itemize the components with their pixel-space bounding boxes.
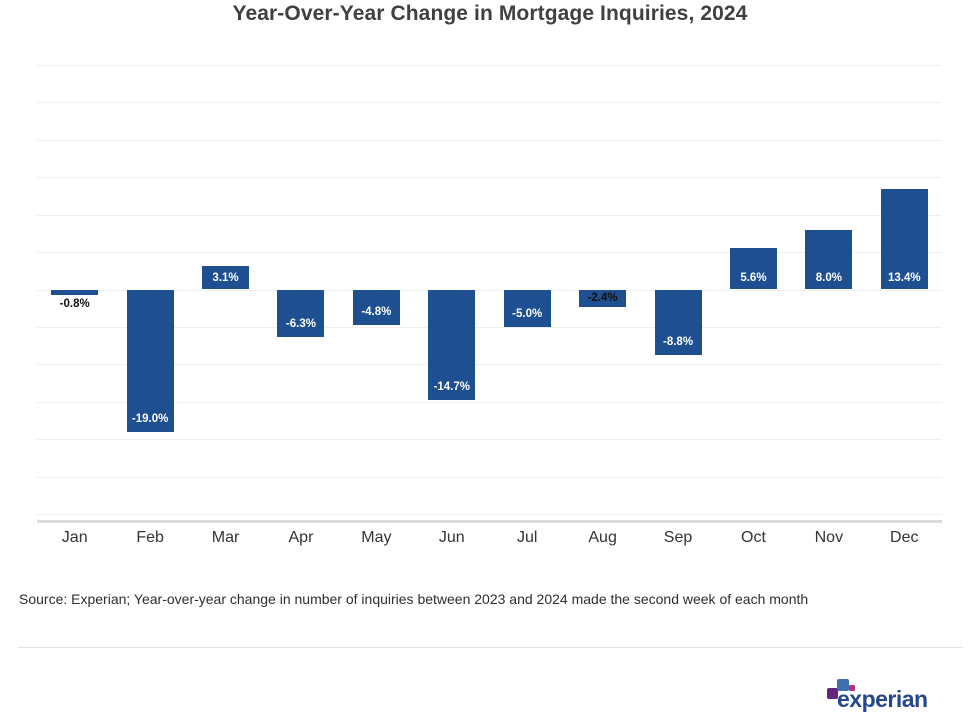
bar-aug bbox=[579, 289, 627, 308]
bar-value-label: 5.6% bbox=[740, 271, 767, 284]
x-axis-label-jul: Jul bbox=[516, 529, 538, 546]
gridline bbox=[37, 401, 942, 403]
gridline bbox=[37, 102, 942, 104]
bar-jul bbox=[503, 289, 551, 327]
experian-logo: experian bbox=[827, 678, 967, 718]
gridline bbox=[37, 252, 942, 254]
gridline bbox=[37, 65, 942, 66]
bar-value-label: 13.4% bbox=[887, 271, 921, 284]
logo-purple-square-icon bbox=[827, 688, 838, 699]
bar-value-label: -0.8% bbox=[59, 298, 90, 311]
bar-jun bbox=[428, 289, 476, 400]
plot-area: -0.8% -19.0% 3.1% -6.3% -4.8% -14.7% -5.0% -2.4… bbox=[37, 65, 942, 515]
gridline bbox=[37, 514, 942, 515]
x-axis-label-aug: Aug bbox=[588, 529, 617, 546]
gridline bbox=[37, 177, 942, 179]
gridline bbox=[37, 289, 942, 291]
source-note: Source: Experian; Year-over-year change … bbox=[19, 591, 809, 607]
gridline bbox=[37, 139, 942, 141]
bar-mar bbox=[202, 266, 250, 290]
x-axis-label-mar: Mar bbox=[211, 529, 240, 546]
chart-card: Year-Over-Year Change in Mortgage Inquir… bbox=[18, 2, 963, 712]
bar-apr bbox=[277, 289, 325, 337]
bar-value-label: -14.7% bbox=[433, 380, 470, 393]
bar-sep bbox=[654, 289, 702, 356]
bar-may bbox=[352, 289, 400, 326]
gridline bbox=[37, 326, 942, 328]
x-axis-label-oct: Oct bbox=[741, 529, 766, 546]
bar-oct bbox=[729, 247, 777, 290]
gridline bbox=[37, 214, 942, 216]
x-axis-label-jan: Jan bbox=[61, 529, 88, 546]
bar-value-label: 8.0% bbox=[815, 271, 842, 284]
bar-value-label: 3.1% bbox=[212, 271, 239, 284]
bar-nov bbox=[805, 229, 853, 290]
bar-value-label: -8.8% bbox=[663, 336, 694, 349]
gridline bbox=[37, 439, 942, 441]
gridline bbox=[37, 364, 942, 366]
bar-feb bbox=[126, 289, 174, 432]
bar-jan bbox=[51, 289, 99, 296]
bar-value-label: -6.3% bbox=[285, 317, 316, 330]
gridline bbox=[37, 476, 942, 478]
bar-value-label: -2.4% bbox=[587, 292, 618, 305]
bar-value-label: -5.0% bbox=[512, 307, 543, 320]
x-axis-label-may: May bbox=[361, 529, 392, 546]
x-axis-label-jun: Jun bbox=[438, 529, 465, 546]
x-axis-label-apr: Apr bbox=[288, 529, 314, 546]
x-axis-label-nov: Nov bbox=[814, 529, 844, 546]
bar-dec bbox=[880, 189, 928, 290]
logo-blue-square-icon bbox=[837, 679, 849, 691]
logo-pink-dot-icon bbox=[849, 685, 855, 691]
bar-value-label: -4.8% bbox=[361, 306, 392, 319]
x-axis-label-sep: Sep bbox=[663, 529, 693, 546]
bar-value-label: -19.0% bbox=[131, 412, 169, 425]
logo-wordmark: experian bbox=[837, 686, 928, 712]
x-axis-label-dec: Dec bbox=[890, 529, 919, 546]
x-axis-labels: Jan Feb Mar Apr May Jun Jul Aug Sep Oct Nov Dec bbox=[37, 527, 942, 549]
chart-title: Year-Over-Year Change in Mortgage Inquir… bbox=[232, 2, 748, 25]
footer-divider bbox=[18, 647, 963, 648]
x-axis-label-feb: Feb bbox=[136, 529, 164, 546]
x-axis-line bbox=[37, 520, 942, 523]
